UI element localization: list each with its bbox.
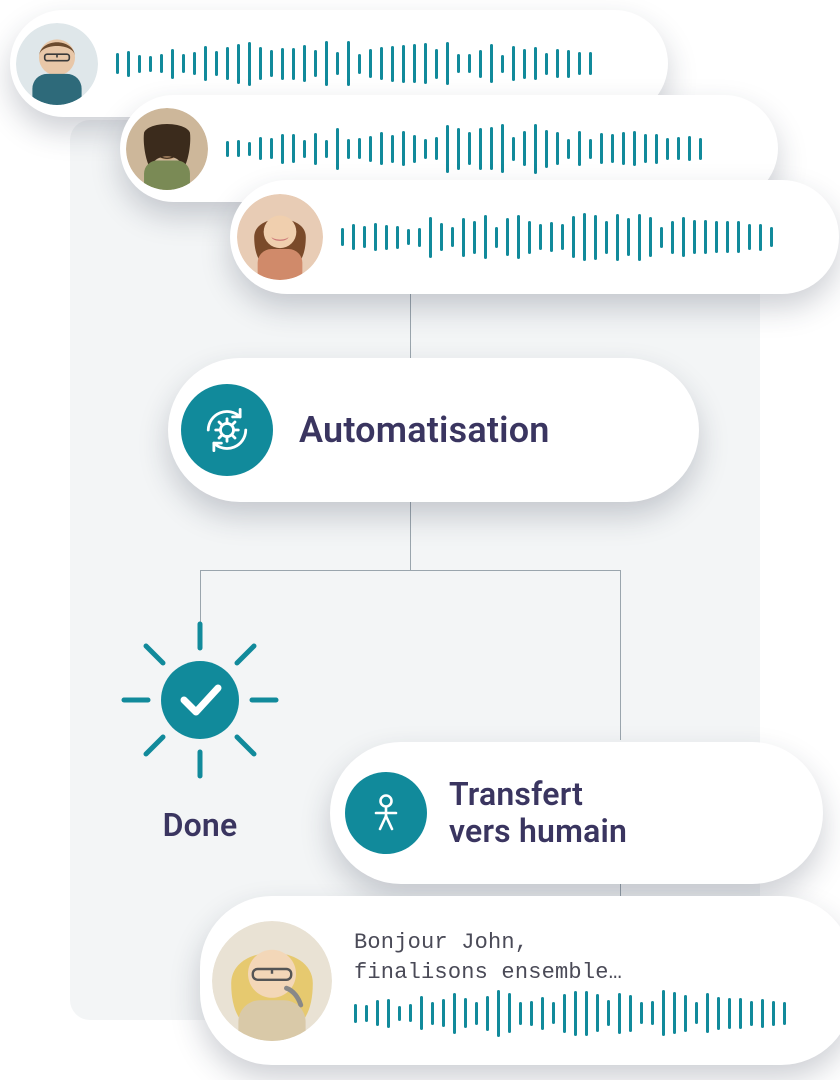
connector — [620, 570, 621, 740]
waveform — [226, 117, 756, 181]
waveform — [354, 993, 827, 1033]
transfer-label-line2: vers humain — [449, 813, 627, 850]
waveform — [116, 32, 646, 96]
avatar — [212, 921, 332, 1041]
person-icon — [345, 772, 427, 854]
transfer-label-line1: Transfert — [449, 776, 627, 813]
avatar — [16, 23, 98, 105]
automation-pill: Automatisation — [168, 358, 699, 502]
gear-cycle-icon — [181, 384, 273, 476]
done-node: Done — [112, 612, 288, 844]
automation-label: Automatisation — [299, 409, 550, 451]
waveform — [341, 205, 817, 269]
agent-card: Bonjour John, finalisons ensemble… — [200, 896, 840, 1065]
done-label: Done — [112, 806, 288, 844]
avatar — [237, 194, 323, 280]
check-sun-icon — [112, 612, 288, 788]
transfer-pill: Transfert vers humain — [330, 742, 823, 884]
voice-pill — [230, 180, 839, 294]
agent-message: Bonjour John, finalisons ensemble… — [354, 928, 827, 987]
connector — [200, 570, 620, 571]
diagram-canvas: Automatisation Done — [0, 0, 840, 1080]
agent-message-line1: Bonjour John, — [354, 928, 827, 958]
agent-message-line2: finalisons ensemble… — [354, 958, 827, 988]
avatar — [126, 108, 208, 190]
transfer-label: Transfert vers humain — [449, 776, 627, 850]
